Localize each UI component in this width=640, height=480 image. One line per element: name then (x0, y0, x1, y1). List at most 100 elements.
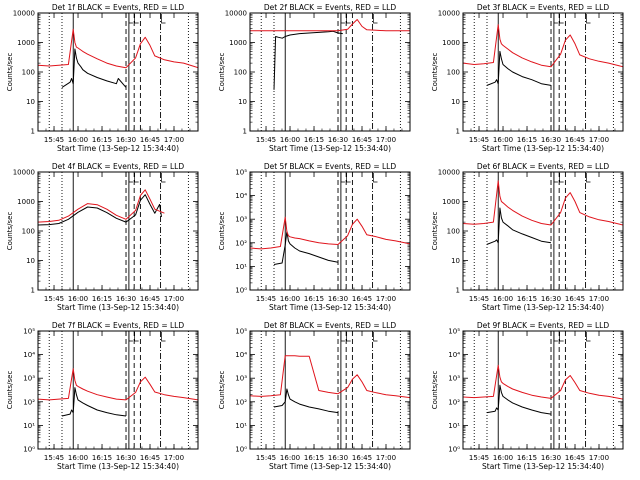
y-tick-label: 10 (451, 257, 460, 265)
y-tick-label: 10⁴ (448, 351, 460, 359)
x-tick-label: 17:00 (376, 295, 396, 303)
x-tick-label: 16:45 (140, 136, 160, 144)
phase-marker-glyph (559, 173, 564, 183)
x-tick-label: 17:00 (164, 454, 184, 462)
y-axis-label: Counts/sec (218, 53, 226, 92)
phase-marker-glyph (559, 14, 564, 24)
y-tick-label: 10² (23, 398, 35, 406)
x-tick-label: 16:30 (116, 454, 136, 462)
lld-series-line (38, 189, 165, 223)
x-tick-label: 16:30 (328, 454, 348, 462)
plot-frame (37, 171, 199, 291)
y-axis-label: Counts/sec (6, 53, 14, 92)
x-axis-label: Start Time (13-Sep-12 15:34:40) (269, 462, 391, 471)
phase-marker-glyph (346, 14, 351, 24)
y-tick-label: 10¹ (23, 422, 35, 430)
y-axis-label: Counts/sec (6, 212, 14, 251)
x-tick-label: 16:30 (541, 454, 561, 462)
plot-frame (249, 12, 411, 132)
y-axis-label: Counts/sec (6, 371, 14, 410)
x-tick-label: 17:00 (376, 454, 396, 462)
y-tick-label: 10⁵ (235, 328, 247, 336)
y-tick-label: 10² (448, 398, 460, 406)
y-tick-label: 10⁰ (448, 446, 460, 454)
lld-series-line (463, 24, 623, 68)
y-tick-label: 10000 (438, 169, 460, 177)
x-axis-label: Start Time (13-Sep-12 15:34:40) (482, 462, 604, 471)
x-tick-label: 15:45 (44, 454, 64, 462)
y-tick-label: 10² (235, 398, 247, 406)
y-tick-label: 10¹ (235, 263, 247, 271)
y-tick-label: 10⁵ (448, 328, 460, 336)
x-tick-label: 16:15 (517, 454, 537, 462)
events-series-line (486, 384, 552, 415)
panel-title: Det 3f BLACK = Events, RED = LLD (477, 3, 610, 12)
phase-marker-glyph (161, 173, 166, 183)
y-tick-label: 10000 (13, 169, 35, 177)
phase-marker-glyph (340, 173, 345, 183)
x-tick-label: 16:00 (68, 136, 88, 144)
y-tick-label: 100 (22, 69, 35, 77)
y-tick-label: 1 (31, 287, 35, 295)
x-tick-label: 16:15 (92, 136, 112, 144)
x-tick-label: 16:00 (493, 295, 513, 303)
y-tick-label: 10 (451, 98, 460, 106)
y-tick-label: 10⁰ (235, 446, 247, 454)
events-series-line (61, 387, 127, 417)
y-tick-label: 10³ (235, 375, 247, 383)
x-tick-label: 17:00 (589, 136, 609, 144)
x-tick-label: 16:30 (541, 136, 561, 144)
y-tick-label: 10⁵ (235, 169, 247, 177)
phase-marker-glyph (128, 14, 133, 24)
plot-frame (462, 330, 624, 450)
x-tick-label: 16:15 (517, 136, 537, 144)
panel-title: Det 7f BLACK = Events, RED = LLD (52, 321, 185, 330)
x-tick-label: 15:45 (256, 454, 276, 462)
x-tick-label: 17:00 (589, 295, 609, 303)
phase-marker-glyph (373, 14, 378, 24)
x-tick-label: 15:45 (469, 295, 489, 303)
x-tick-label: 16:45 (352, 295, 372, 303)
y-tick-label: 1000 (229, 39, 247, 47)
x-tick-label: 16:45 (565, 136, 585, 144)
panel-title: Det 5f BLACK = Events, RED = LLD (264, 162, 397, 171)
x-axis-label: Start Time (13-Sep-12 15:34:40) (57, 303, 179, 312)
panel-title: Det 8f BLACK = Events, RED = LLD (264, 321, 397, 330)
x-axis-label: Start Time (13-Sep-12 15:34:40) (57, 144, 179, 153)
phase-marker-glyph (346, 332, 351, 342)
phase-marker-glyph (161, 332, 166, 342)
y-tick-label: 10¹ (448, 422, 460, 430)
y-tick-label: 10⁴ (23, 351, 35, 359)
phase-marker-glyph (134, 332, 139, 342)
x-tick-label: 16:30 (328, 295, 348, 303)
y-tick-label: 10 (26, 98, 35, 106)
panel-title: Det 2f BLACK = Events, RED = LLD (264, 3, 397, 12)
phase-marker-glyph (586, 173, 591, 183)
panel-det-9: Det 9f BLACK = Events, RED = LLD Counts/s… (431, 321, 624, 471)
x-tick-label: 16:00 (68, 295, 88, 303)
x-tick-label: 16:45 (352, 136, 372, 144)
y-tick-label: 1 (456, 128, 460, 136)
events-series-line (273, 30, 343, 90)
panel-title: Det 9f BLACK = Events, RED = LLD (477, 321, 610, 330)
y-tick-label: 10000 (438, 10, 460, 18)
x-tick-label: 17:00 (376, 136, 396, 144)
events-series-line (273, 231, 339, 265)
x-tick-label: 16:15 (92, 454, 112, 462)
panel-det-3: Det 3f BLACK = Events, RED = LLD Counts/s… (431, 3, 624, 153)
phase-marker-glyph (553, 14, 558, 24)
phase-marker-glyph (586, 332, 591, 342)
y-axis-label: Counts/sec (218, 212, 226, 251)
lld-series-line (463, 180, 623, 226)
y-tick-label: 100 (447, 228, 460, 236)
lld-series-line (463, 364, 623, 400)
x-axis-label: Start Time (13-Sep-12 15:34:40) (269, 303, 391, 312)
phase-marker-glyph (340, 14, 345, 24)
plot-frame (462, 171, 624, 291)
lld-series-line (38, 28, 198, 69)
x-axis-label: Start Time (13-Sep-12 15:34:40) (482, 144, 604, 153)
y-tick-label: 10⁵ (23, 328, 35, 336)
phase-marker-glyph (340, 332, 345, 342)
phase-marker-glyph (134, 173, 139, 183)
y-tick-label: 10³ (235, 216, 247, 224)
